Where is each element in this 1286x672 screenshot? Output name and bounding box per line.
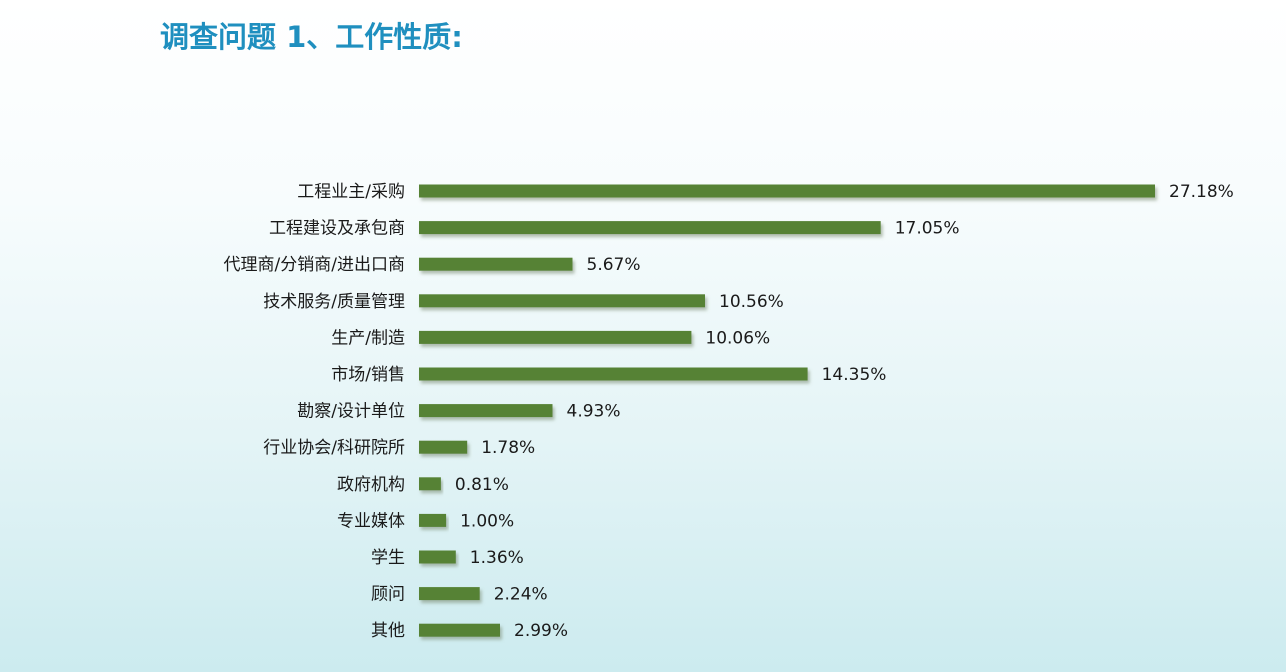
value-label-8: 0.81% — [455, 475, 509, 495]
bar-11 — [419, 587, 480, 601]
bar-7 — [419, 440, 468, 454]
bar-1 — [419, 221, 881, 235]
category-label-7: 行业协会/科研院所 — [263, 438, 405, 458]
bar-4 — [419, 330, 692, 344]
value-label-0: 27.18% — [1169, 182, 1234, 202]
value-label-6: 4.93% — [567, 402, 621, 422]
labels-layer: 工程业主/采购 27.18% 工程建设及承包商 17.05% 代理商/分销商/进出口商 5… — [224, 182, 1234, 641]
category-label-5: 市场/销售 — [331, 365, 405, 385]
category-label-9: 专业媒体 — [337, 511, 405, 531]
category-label-4: 生产/制造 — [331, 328, 405, 348]
category-label-1: 工程建设及承包商 — [269, 219, 405, 239]
bar-3 — [419, 294, 705, 308]
page-title: 调查问题 1、工作性质: — [160, 20, 463, 54]
value-label-3: 10.56% — [719, 292, 784, 312]
value-label-11: 2.24% — [494, 585, 548, 605]
value-label-9: 1.00% — [460, 511, 514, 531]
category-label-0: 工程业主/采购 — [297, 182, 405, 202]
bar-0 — [419, 184, 1155, 198]
value-label-5: 14.35% — [822, 365, 887, 385]
category-label-6: 勘察/设计单位 — [297, 402, 405, 422]
category-label-2: 代理商/分销商/进出口商 — [224, 255, 405, 275]
bar-6 — [419, 404, 553, 418]
value-label-10: 1.36% — [470, 548, 524, 568]
category-label-8: 政府机构 — [337, 475, 405, 495]
bar-9 — [419, 513, 447, 527]
category-label-10: 学生 — [371, 548, 405, 568]
bars-layer — [419, 184, 1155, 637]
value-label-2: 5.67% — [587, 255, 641, 275]
bar-5 — [419, 367, 808, 381]
category-label-3: 技术服务/质量管理 — [263, 292, 405, 312]
bar-12 — [419, 623, 500, 637]
bar-2 — [419, 257, 573, 271]
value-label-12: 2.99% — [514, 621, 568, 641]
value-label-1: 17.05% — [895, 219, 960, 239]
bar-8 — [419, 477, 441, 491]
bar-10 — [419, 550, 456, 564]
category-label-11: 顾问 — [371, 585, 405, 605]
category-label-12: 其他 — [371, 621, 405, 641]
value-label-7: 1.78% — [481, 438, 535, 458]
value-label-4: 10.06% — [705, 328, 770, 348]
